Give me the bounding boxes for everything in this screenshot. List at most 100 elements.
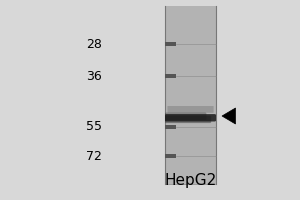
- Bar: [165, 95, 216, 96]
- Bar: [165, 132, 216, 134]
- Bar: [165, 49, 216, 50]
- Bar: [165, 40, 216, 42]
- Bar: [165, 162, 216, 163]
- Bar: [165, 70, 216, 71]
- FancyBboxPatch shape: [165, 116, 211, 123]
- Bar: [165, 25, 216, 27]
- Bar: [165, 71, 216, 73]
- Bar: [165, 175, 216, 177]
- FancyBboxPatch shape: [165, 114, 216, 122]
- Bar: [165, 15, 216, 16]
- Bar: [165, 46, 216, 48]
- Bar: [165, 119, 216, 120]
- Bar: [165, 156, 216, 157]
- Bar: [165, 144, 216, 145]
- Bar: [165, 160, 216, 162]
- Bar: [165, 142, 216, 144]
- Text: HepG2: HepG2: [164, 173, 217, 188]
- Bar: [165, 45, 216, 46]
- Bar: [165, 37, 216, 39]
- Bar: [165, 89, 216, 91]
- Bar: [165, 92, 216, 94]
- Bar: [165, 123, 216, 125]
- Bar: [165, 30, 216, 31]
- Bar: [165, 33, 216, 34]
- Bar: [165, 104, 216, 105]
- Bar: [165, 145, 216, 147]
- Bar: [165, 68, 216, 70]
- Bar: [165, 64, 216, 65]
- Bar: [165, 125, 175, 129]
- Bar: [165, 52, 216, 53]
- Bar: [165, 110, 216, 111]
- Bar: [165, 6, 216, 184]
- Bar: [165, 107, 216, 108]
- Bar: [165, 153, 216, 154]
- Bar: [165, 168, 216, 169]
- Bar: [165, 39, 216, 40]
- Bar: [165, 67, 216, 68]
- Bar: [165, 59, 216, 61]
- Bar: [165, 134, 216, 135]
- Bar: [165, 141, 216, 142]
- Bar: [165, 43, 216, 45]
- Bar: [165, 48, 216, 49]
- Bar: [165, 86, 216, 88]
- Bar: [165, 62, 216, 64]
- Bar: [165, 73, 216, 74]
- Bar: [165, 147, 216, 148]
- Bar: [165, 76, 216, 77]
- Bar: [165, 31, 216, 33]
- Bar: [165, 36, 216, 37]
- Bar: [165, 174, 216, 175]
- Bar: [165, 154, 216, 156]
- Bar: [165, 99, 216, 101]
- Bar: [165, 129, 216, 131]
- Bar: [165, 157, 216, 159]
- Bar: [165, 79, 216, 80]
- Text: 36: 36: [86, 70, 102, 82]
- Bar: [165, 148, 216, 150]
- Bar: [165, 101, 216, 102]
- Bar: [165, 88, 216, 89]
- Bar: [165, 171, 216, 172]
- FancyBboxPatch shape: [167, 106, 214, 113]
- Bar: [165, 111, 216, 113]
- Bar: [165, 116, 216, 117]
- Bar: [165, 61, 216, 62]
- Bar: [165, 108, 216, 110]
- Bar: [165, 74, 175, 78]
- Polygon shape: [222, 108, 236, 124]
- Bar: [165, 122, 216, 123]
- Bar: [165, 151, 216, 153]
- Bar: [165, 117, 216, 119]
- Bar: [165, 177, 216, 178]
- Bar: [165, 77, 216, 79]
- Bar: [165, 180, 216, 181]
- Bar: [165, 91, 216, 92]
- Bar: [165, 85, 216, 86]
- Bar: [165, 65, 216, 67]
- Bar: [165, 135, 216, 137]
- Bar: [165, 166, 216, 168]
- Bar: [165, 6, 216, 7]
- Bar: [165, 21, 216, 22]
- Bar: [165, 53, 216, 55]
- FancyBboxPatch shape: [165, 112, 206, 120]
- Bar: [165, 83, 216, 85]
- Bar: [165, 22, 216, 24]
- Bar: [165, 131, 216, 132]
- Bar: [165, 105, 216, 107]
- Bar: [165, 126, 216, 128]
- Bar: [165, 74, 216, 76]
- Bar: [165, 82, 216, 83]
- Bar: [165, 51, 216, 52]
- Bar: [165, 159, 216, 160]
- Bar: [165, 12, 216, 13]
- Bar: [165, 140, 216, 141]
- Bar: [165, 102, 216, 104]
- Bar: [165, 18, 216, 19]
- Bar: [165, 172, 216, 174]
- Bar: [165, 138, 216, 140]
- Bar: [165, 169, 216, 171]
